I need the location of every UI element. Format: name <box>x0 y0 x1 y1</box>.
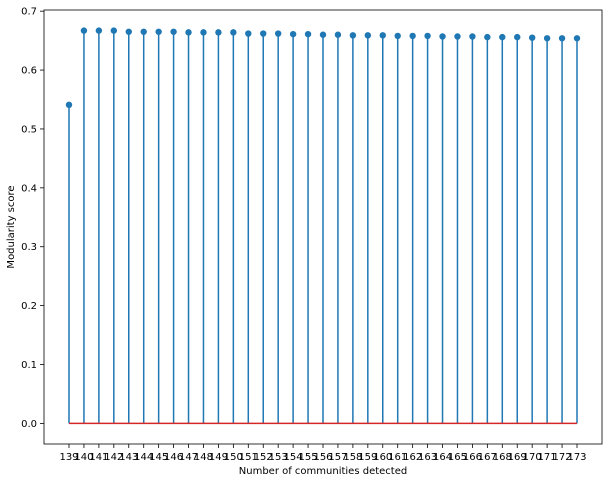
stem-marker <box>573 35 581 42</box>
x-tick-label: 160 <box>373 452 392 463</box>
x-tick-label: 164 <box>433 452 452 463</box>
stem-marker <box>424 32 431 40</box>
stem-marker <box>364 32 372 39</box>
stem-marker <box>274 30 282 37</box>
stem-marker <box>499 33 506 41</box>
y-axis: 0.0 0.1 0.2 0.3 0.4 0.5 0.6 0.7 <box>21 7 44 430</box>
x-tick-label: 159 <box>358 452 377 463</box>
x-tick-label: 166 <box>463 452 482 463</box>
x-tick-label: 149 <box>209 452 228 463</box>
stem-marker <box>260 30 267 37</box>
x-tick-label: 143 <box>119 452 138 463</box>
x-axis: 1391401411421431441451461471481491501511… <box>59 444 587 463</box>
stems-layer <box>65 27 581 425</box>
stem-marker <box>125 28 132 35</box>
x-tick-label: 141 <box>89 452 108 463</box>
x-tick-label: 168 <box>493 452 512 463</box>
stem-marker <box>334 31 342 38</box>
x-tick-label: 170 <box>523 452 542 463</box>
x-tick-label: 171 <box>538 452 557 463</box>
y-tick-label: 0.6 <box>21 66 37 77</box>
x-tick-label: 169 <box>508 452 527 463</box>
y-tick-label: 0.5 <box>21 124 37 135</box>
x-tick-label: 144 <box>134 452 153 463</box>
x-tick-label: 167 <box>478 452 497 463</box>
x-tick-label: 145 <box>149 452 168 463</box>
stem-marker <box>558 35 566 42</box>
x-tick-label: 161 <box>388 452 407 463</box>
x-tick-label: 158 <box>343 452 362 463</box>
x-tick-label: 148 <box>194 452 213 463</box>
stem-marker <box>155 28 162 35</box>
stem-marker <box>349 32 357 39</box>
y-tick-label: 0.0 <box>21 419 37 430</box>
x-tick-label: 147 <box>179 452 198 463</box>
x-tick-label: 157 <box>328 452 347 463</box>
stem-marker <box>319 31 327 38</box>
x-axis-title: Number of communities detected <box>239 466 407 477</box>
x-tick-label: 142 <box>104 452 123 463</box>
stem-marker <box>379 32 386 39</box>
stem-marker <box>528 34 536 41</box>
stem-marker <box>245 30 252 37</box>
x-tick-label: 140 <box>74 452 93 463</box>
stem-marker <box>514 33 521 41</box>
stem-marker <box>409 32 416 40</box>
x-tick-label: 155 <box>299 452 318 463</box>
x-tick-label: 139 <box>59 452 78 463</box>
stem-marker <box>304 30 312 38</box>
stem-marker <box>230 29 237 36</box>
y-tick-label: 0.7 <box>21 7 37 18</box>
stem-marker <box>454 33 461 40</box>
x-tick-label: 165 <box>448 452 467 463</box>
x-tick-label: 151 <box>239 452 258 463</box>
stem-marker <box>200 29 207 36</box>
x-tick-label: 173 <box>567 452 586 463</box>
y-axis-title: Modularity score <box>6 185 17 268</box>
stem-marker <box>95 27 103 34</box>
x-tick-label: 146 <box>164 452 183 463</box>
stem-marker <box>80 27 88 34</box>
stem-marker <box>543 35 551 42</box>
x-tick-label: 156 <box>313 452 332 463</box>
y-tick-label: 0.3 <box>21 242 37 253</box>
stem-marker <box>215 29 222 36</box>
stem-marker <box>140 28 147 35</box>
stem-marker <box>110 27 118 34</box>
stem-marker <box>469 33 476 40</box>
stem-marker <box>394 32 401 40</box>
x-tick-label: 163 <box>418 452 437 463</box>
x-tick-label: 152 <box>254 452 273 463</box>
stem-marker <box>439 33 446 40</box>
stem-marker <box>170 28 177 35</box>
y-tick-label: 0.1 <box>21 360 37 371</box>
y-tick-label: 0.2 <box>21 301 37 312</box>
stem-marker <box>65 101 73 109</box>
x-tick-label: 172 <box>553 452 572 463</box>
x-tick-label: 153 <box>269 452 288 463</box>
x-tick-label: 154 <box>284 452 303 463</box>
stem-marker <box>484 33 491 41</box>
x-tick-label: 150 <box>224 452 243 463</box>
stem-marker <box>185 29 192 36</box>
x-tick-label: 162 <box>403 452 422 463</box>
y-tick-label: 0.4 <box>21 183 37 194</box>
stem-marker <box>289 30 297 38</box>
